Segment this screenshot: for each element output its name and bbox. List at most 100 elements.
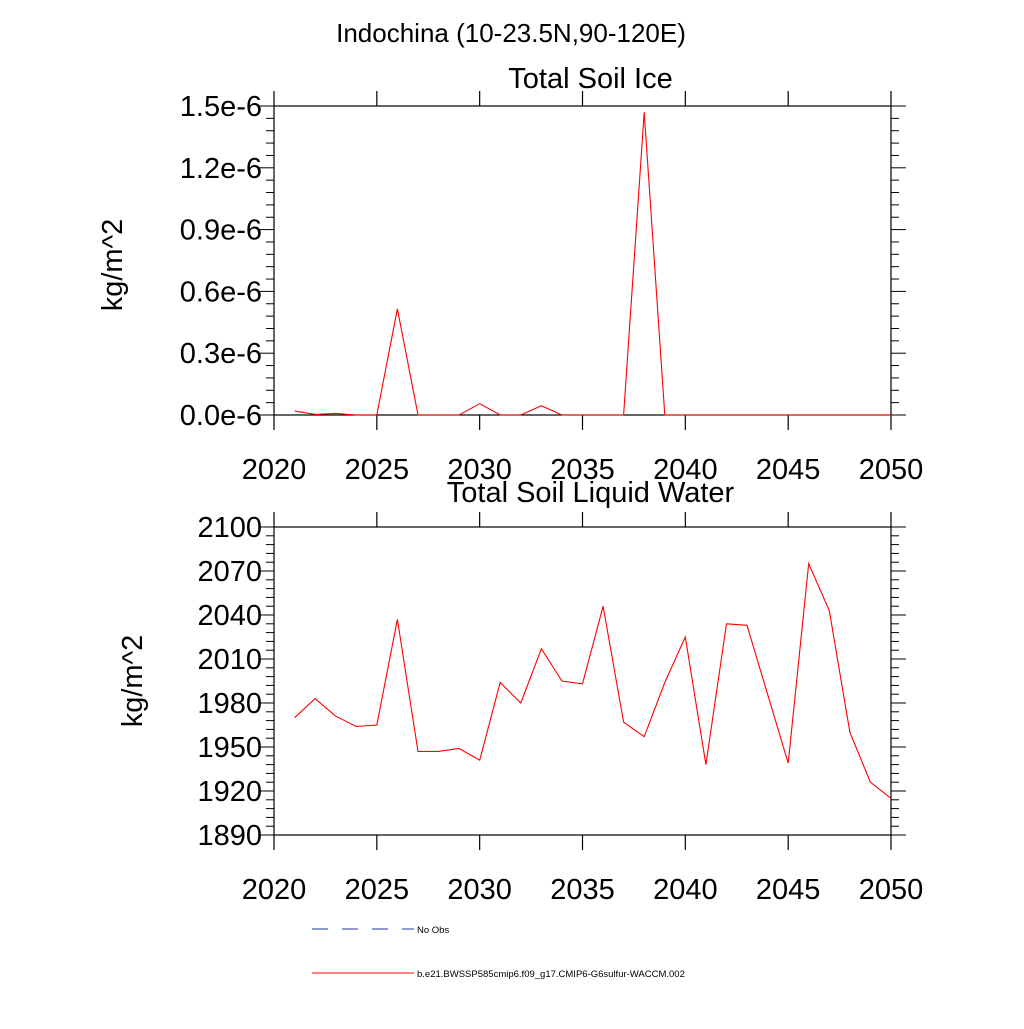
data-point <box>541 648 543 650</box>
data-point <box>808 414 810 416</box>
data-point <box>849 414 851 416</box>
y-tick-label: 1920 <box>197 776 262 808</box>
data-point <box>479 403 481 405</box>
x-tick-label: 2045 <box>756 454 821 486</box>
data-point <box>499 414 501 416</box>
data-point <box>417 751 419 753</box>
y-axis-label: kg/m^2 <box>117 635 149 728</box>
data-point <box>849 732 851 734</box>
data-point <box>376 414 378 416</box>
data-point <box>767 693 769 695</box>
page-title: Indochina (10-23.5N,90-120E) <box>336 18 686 48</box>
y-tick-label: 0.6e-6 <box>180 276 262 308</box>
data-point <box>499 682 501 684</box>
data-point <box>561 414 563 416</box>
data-point <box>726 414 728 416</box>
y-tick-label: 1.5e-6 <box>180 91 262 123</box>
legend-label: No Obs <box>417 925 449 936</box>
data-point <box>726 623 728 625</box>
y-tick-label: 1.2e-6 <box>180 153 262 185</box>
data-point <box>294 410 296 412</box>
x-tick-label: 2025 <box>345 454 410 486</box>
chart-title: Total Soil Liquid Water <box>447 477 735 509</box>
data-point <box>685 636 687 638</box>
y-tick-label: 2040 <box>197 600 262 632</box>
legend: No Obs b.e21.BWSSP585cmip6.f09_g17.CMIP6-… <box>312 925 685 980</box>
data-point <box>458 414 460 416</box>
x-tick-label: 2035 <box>550 874 615 906</box>
data-point <box>438 751 440 753</box>
data-point <box>479 759 481 761</box>
y-tick-label: 1950 <box>197 732 262 764</box>
y-tick-label: 0.3e-6 <box>180 338 262 370</box>
x-tick-label: 2035 <box>550 454 615 486</box>
data-point <box>890 798 892 800</box>
y-tick-label: 2100 <box>197 512 262 544</box>
data-point <box>664 682 666 684</box>
data-point <box>520 702 522 704</box>
data-point <box>582 414 584 416</box>
x-tick-label: 2040 <box>653 454 718 486</box>
data-point <box>376 724 378 726</box>
x-tick-label: 2020 <box>242 874 307 906</box>
data-point <box>602 414 604 416</box>
data-point <box>417 414 419 416</box>
data-point <box>808 563 810 565</box>
y-tick-label: 2070 <box>197 556 262 588</box>
y-axis-label: kg/m^2 <box>97 219 129 312</box>
data-point <box>643 111 645 113</box>
data-point <box>890 414 892 416</box>
data-point <box>705 414 707 416</box>
data-point <box>685 414 687 416</box>
data-point <box>582 683 584 685</box>
chart-panel-2: Total Soil Liquid Water 2020 2025 2030 2035 2… <box>117 477 923 906</box>
data-point <box>602 605 604 607</box>
data-point <box>355 726 357 728</box>
y-tick-label: 1980 <box>197 688 262 720</box>
y-tick-label: 0.0e-6 <box>180 400 262 432</box>
data-point <box>314 414 316 416</box>
data-point <box>623 721 625 723</box>
data-point <box>664 414 666 416</box>
data-point <box>623 414 625 416</box>
data-point <box>870 414 872 416</box>
x-tick-label: 2045 <box>756 874 821 906</box>
x-tick-label: 2050 <box>859 454 924 486</box>
chart-panels: Total Soil Ice 2020 2025 2030 2035 2040 2045 20… <box>97 63 923 906</box>
data-point <box>561 680 563 682</box>
series-line-1 <box>294 112 891 416</box>
data-point <box>294 717 296 719</box>
y-tick-label: 2010 <box>197 644 262 676</box>
x-tick-label: 2050 <box>859 874 924 906</box>
data-point <box>787 414 789 416</box>
data-point <box>746 414 748 416</box>
data-point <box>438 414 440 416</box>
chart-panel-1: Total Soil Ice 2020 2025 2030 2035 2040 2045 20… <box>97 63 923 486</box>
data-point <box>335 715 337 717</box>
x-tick-label: 2030 <box>447 874 512 906</box>
x-tick-label: 2040 <box>653 874 718 906</box>
data-point <box>870 781 872 783</box>
legend-label: b.e21.BWSSP585cmip6.f09_g17.CMIP6-G6sulf… <box>417 969 685 980</box>
data-point <box>355 414 357 416</box>
y-tick-label: 0.9e-6 <box>180 215 262 247</box>
x-tick-label: 2020 <box>242 454 307 486</box>
x-tick-label: 2030 <box>447 454 512 486</box>
data-point <box>541 405 543 407</box>
data-point <box>746 624 748 626</box>
data-point <box>520 414 522 416</box>
data-point <box>705 764 707 766</box>
data-point <box>767 414 769 416</box>
x-tick-label: 2025 <box>345 874 410 906</box>
data-point <box>829 414 831 416</box>
data-point <box>458 748 460 750</box>
data-point <box>643 736 645 738</box>
data-point <box>787 762 789 764</box>
data-point <box>314 698 316 700</box>
data-point <box>335 413 337 415</box>
y-tick-label: 1890 <box>197 820 262 852</box>
series-line-1 <box>294 561 892 799</box>
chart-title: Total Soil Ice <box>508 63 672 95</box>
